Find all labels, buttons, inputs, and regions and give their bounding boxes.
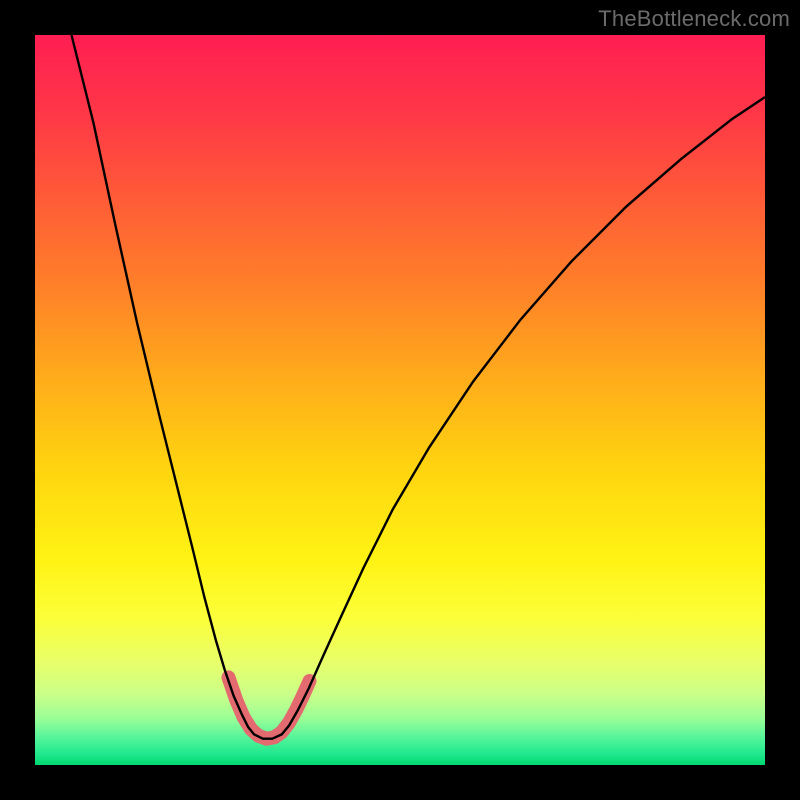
chart-canvas: TheBottleneck.com	[0, 0, 800, 800]
plot-svg	[35, 35, 765, 765]
gradient-background	[35, 35, 765, 765]
plot-area	[35, 35, 765, 765]
watermark-text: TheBottleneck.com	[598, 6, 790, 32]
